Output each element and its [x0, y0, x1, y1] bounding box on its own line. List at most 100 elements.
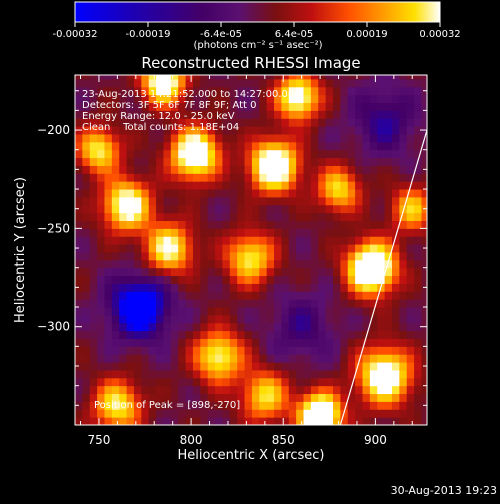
heatmap-cell	[391, 149, 400, 159]
heatmap-cell	[288, 307, 297, 316]
heatmap-cell	[156, 133, 164, 143]
heatmap-cell	[185, 362, 194, 371]
heatmap-cell	[126, 330, 135, 339]
heatmap-cell	[259, 299, 268, 308]
heatmap-cell	[414, 409, 422, 418]
heatmap-cell	[222, 354, 231, 363]
heatmap-cell	[318, 141, 327, 151]
heatmap-cell	[200, 189, 209, 198]
heatmap-cell	[178, 173, 187, 182]
heatmap-cell	[310, 204, 319, 214]
heatmap-cell	[414, 244, 422, 253]
heatmap-cell	[148, 377, 157, 387]
heatmap-cell	[281, 236, 290, 245]
heatmap-cell	[340, 118, 349, 127]
heatmap-cell	[296, 322, 305, 332]
heatmap-cell	[170, 354, 179, 363]
heatmap-cell	[377, 322, 386, 332]
heatmap-cell	[111, 110, 120, 119]
heatmap-cell	[414, 189, 422, 198]
heatmap-cell	[318, 299, 327, 308]
heatmap-cell	[362, 78, 371, 88]
heatmap-cell	[406, 228, 415, 237]
heatmap-cell	[421, 291, 427, 300]
heatmap-cell	[215, 94, 223, 104]
heatmap-cell	[148, 267, 157, 277]
heatmap-cell	[89, 212, 98, 222]
heatmap-cell	[89, 322, 98, 332]
heatmap-cell	[259, 102, 268, 111]
heatmap-cell	[222, 291, 231, 300]
heatmap-cell	[111, 236, 120, 245]
heatmap-cell	[97, 362, 105, 371]
heatmap-cell	[126, 322, 135, 332]
heatmap-cell	[156, 212, 164, 222]
heatmap-cell	[391, 362, 400, 371]
heatmap-cell	[178, 181, 187, 190]
heatmap-cell	[170, 314, 179, 324]
heatmap-cell	[111, 291, 120, 300]
heatmap-cell	[340, 401, 349, 410]
heatmap-cell	[274, 228, 282, 237]
heatmap-cell	[421, 393, 427, 402]
heatmap-cell	[141, 259, 150, 269]
heatmap-cell	[310, 314, 319, 324]
heatmap-cell	[75, 346, 83, 355]
heatmap-cell	[148, 189, 157, 198]
heatmap-cell	[111, 299, 120, 308]
heatmap-cell	[163, 346, 172, 355]
heatmap-cell	[355, 102, 363, 111]
heatmap-cell	[82, 314, 91, 324]
heatmap-cell	[89, 251, 98, 261]
heatmap-cell	[325, 204, 334, 214]
heatmap-cell	[200, 393, 209, 402]
heatmap-cell	[75, 94, 83, 104]
heatmap-cell	[399, 346, 408, 355]
heatmap-cell	[377, 369, 386, 379]
heatmap-cell	[200, 110, 209, 119]
heatmap-cell	[82, 75, 91, 80]
heatmap-cell	[141, 236, 150, 245]
heatmap-cell	[215, 291, 223, 300]
heatmap-cell	[421, 75, 427, 80]
heatmap-cell	[347, 236, 356, 245]
heatmap-cell	[229, 377, 238, 387]
heatmap-cell	[141, 401, 150, 410]
heatmap-cell	[325, 291, 334, 300]
heatmap-cell	[148, 118, 157, 127]
heatmap-cell	[325, 307, 334, 316]
heatmap-cell	[333, 299, 341, 308]
heatmap-cell	[340, 259, 349, 269]
heatmap-cell	[89, 165, 98, 174]
heatmap-cell	[399, 362, 408, 371]
heatmap-cell	[266, 354, 275, 363]
heatmap-cell	[347, 75, 356, 80]
heatmap-cell	[377, 307, 386, 316]
heatmap-cell	[126, 275, 135, 284]
heatmap-cell	[310, 173, 319, 182]
heatmap-cell	[399, 377, 408, 387]
heatmap-cell	[274, 133, 282, 143]
heatmap-cell	[178, 204, 187, 214]
heatmap-cell	[89, 149, 98, 159]
heatmap-cell	[207, 346, 216, 355]
heatmap-cell	[251, 196, 260, 206]
heatmap-cell	[75, 338, 83, 347]
heatmap-cell	[89, 409, 98, 418]
heatmap-cell	[192, 173, 201, 182]
heatmap-cell	[414, 204, 422, 214]
heatmap-cell	[325, 181, 334, 190]
heatmap-cell	[333, 314, 341, 324]
heatmap-cell	[148, 393, 157, 402]
heatmap-cell	[111, 346, 120, 355]
heatmap-cell	[355, 181, 363, 190]
heatmap-cell	[222, 94, 231, 104]
heatmap-cell	[192, 275, 201, 284]
heatmap-cell	[156, 314, 164, 324]
heatmap-cell	[185, 393, 194, 402]
heatmap-cell	[133, 141, 142, 151]
heatmap-cell	[215, 189, 223, 198]
heatmap-cell	[244, 401, 253, 410]
heatmap-cell	[399, 330, 408, 339]
heatmap-cell	[414, 149, 422, 159]
